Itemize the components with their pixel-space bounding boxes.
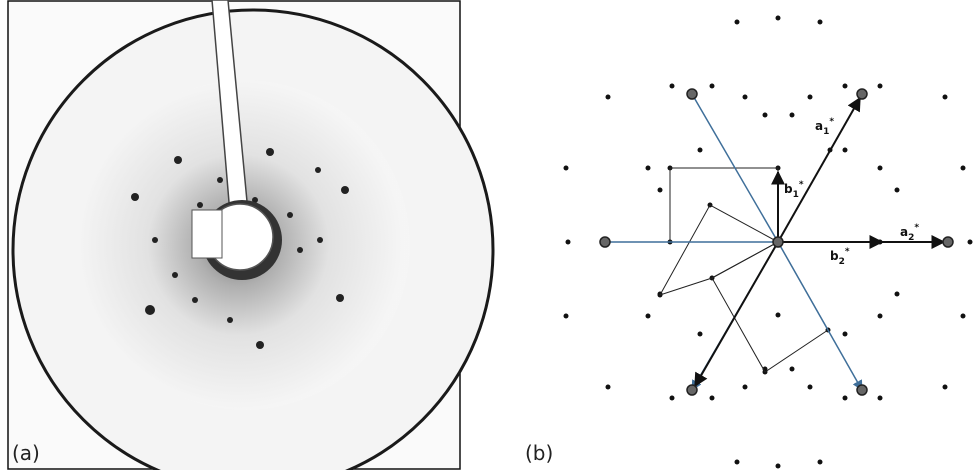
vector-letter: a [815,119,823,133]
vector-superscript: * [845,247,850,257]
vector-superscript: * [914,223,919,233]
schematic: a1* b1* a2* b2* (b) [525,16,973,469]
figure: (a) [0,0,980,470]
vector-label: a2* [900,223,919,243]
vector-label: b2* [830,247,850,267]
vector-label: a1* [815,117,834,137]
leed-image: (a) [8,0,493,470]
panel-label: (b) [525,441,553,465]
holder-clamp [192,210,222,258]
vector-subscript: 2 [908,233,914,243]
vector-subscript: 2 [839,257,845,267]
vector-superscript: * [829,117,834,127]
vector-label: b1* [784,180,804,200]
vector-letter: a [900,225,908,239]
vector-subscript: 1 [823,127,829,137]
vector-subscript: 1 [793,190,799,200]
vector-superscript: * [799,180,804,190]
panel-label: (a) [12,441,40,465]
page: (a) [0,0,980,470]
